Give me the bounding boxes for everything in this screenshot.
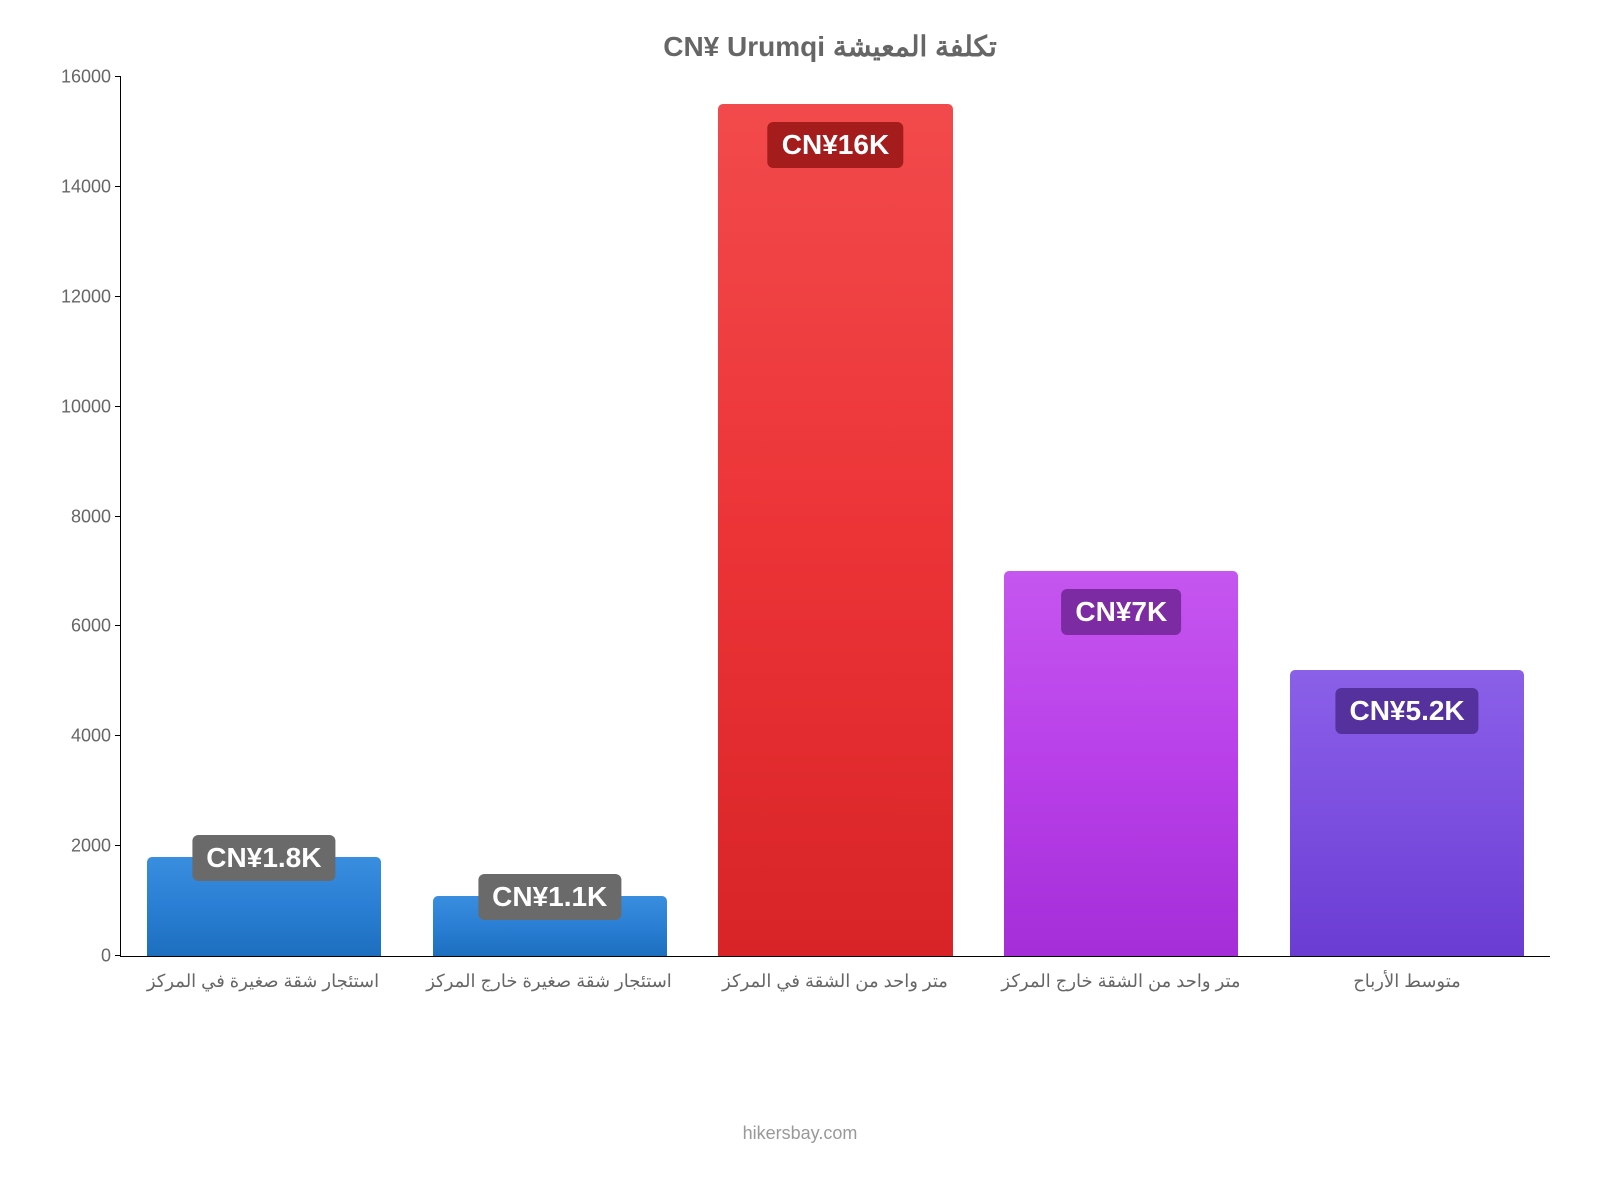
bar: CN¥5.2K [1290,670,1524,956]
bars-group: CN¥1.8K CN¥1.1K CN¥16K CN¥7K CN¥5.2K [121,77,1550,956]
y-tick-mark [115,955,121,956]
y-tick-mark [115,76,121,77]
x-axis-labels: استئجار شقة صغيرة في المركزاستئجار شقة ص… [120,971,1550,992]
source-attribution: hikersbay.com [0,1123,1600,1144]
bar-value-label: CN¥1.1K [478,874,621,920]
y-tick-label: 6000 [49,616,111,637]
x-axis-category-label: متوسط الأرباح [1264,971,1550,992]
y-tick-mark [115,625,121,626]
bar-column: CN¥16K [693,77,979,956]
x-axis-category-label: استئجار شقة صغيرة في المركز [120,971,406,992]
bar-value-label: CN¥7K [1061,589,1181,635]
chart-title: CN¥ Urumqi تكلفة المعيشة [110,30,1550,63]
y-tick-label: 16000 [49,67,111,88]
y-tick-label: 10000 [49,396,111,417]
y-tick-label: 0 [49,946,111,967]
x-axis-category-label: متر واحد من الشقة في المركز [692,971,978,992]
y-tick-mark [115,406,121,407]
bar-column: CN¥7K [978,77,1264,956]
bar: CN¥1.8K [147,857,381,956]
x-axis-category-label: استئجار شقة صغيرة خارج المركز [406,971,692,992]
bar: CN¥16K [718,104,952,956]
plot-area: CN¥1.8KCN¥1.1KCN¥16KCN¥7KCN¥5.2K 0200040… [120,77,1550,957]
bar-value-label: CN¥5.2K [1335,688,1478,734]
y-tick-label: 2000 [49,836,111,857]
y-tick-mark [115,735,121,736]
y-tick-label: 4000 [49,726,111,747]
y-tick-label: 14000 [49,176,111,197]
bar-value-label: CN¥16K [768,122,903,168]
chart-container: CN¥ Urumqi تكلفة المعيشة CN¥1.8KCN¥1.1KC… [0,0,1600,1200]
y-tick-label: 8000 [49,506,111,527]
bar-column: CN¥1.1K [407,77,693,956]
bar-value-label: CN¥1.8K [192,835,335,881]
bar-column: CN¥5.2K [1264,77,1550,956]
bar: CN¥7K [1004,571,1238,956]
bar-column: CN¥1.8K [121,77,407,956]
y-tick-label: 12000 [49,286,111,307]
y-tick-mark [115,296,121,297]
y-tick-mark [115,516,121,517]
bar: CN¥1.1K [433,896,667,956]
y-tick-mark [115,845,121,846]
x-axis-category-label: متر واحد من الشقة خارج المركز [978,971,1264,992]
y-tick-mark [115,186,121,187]
